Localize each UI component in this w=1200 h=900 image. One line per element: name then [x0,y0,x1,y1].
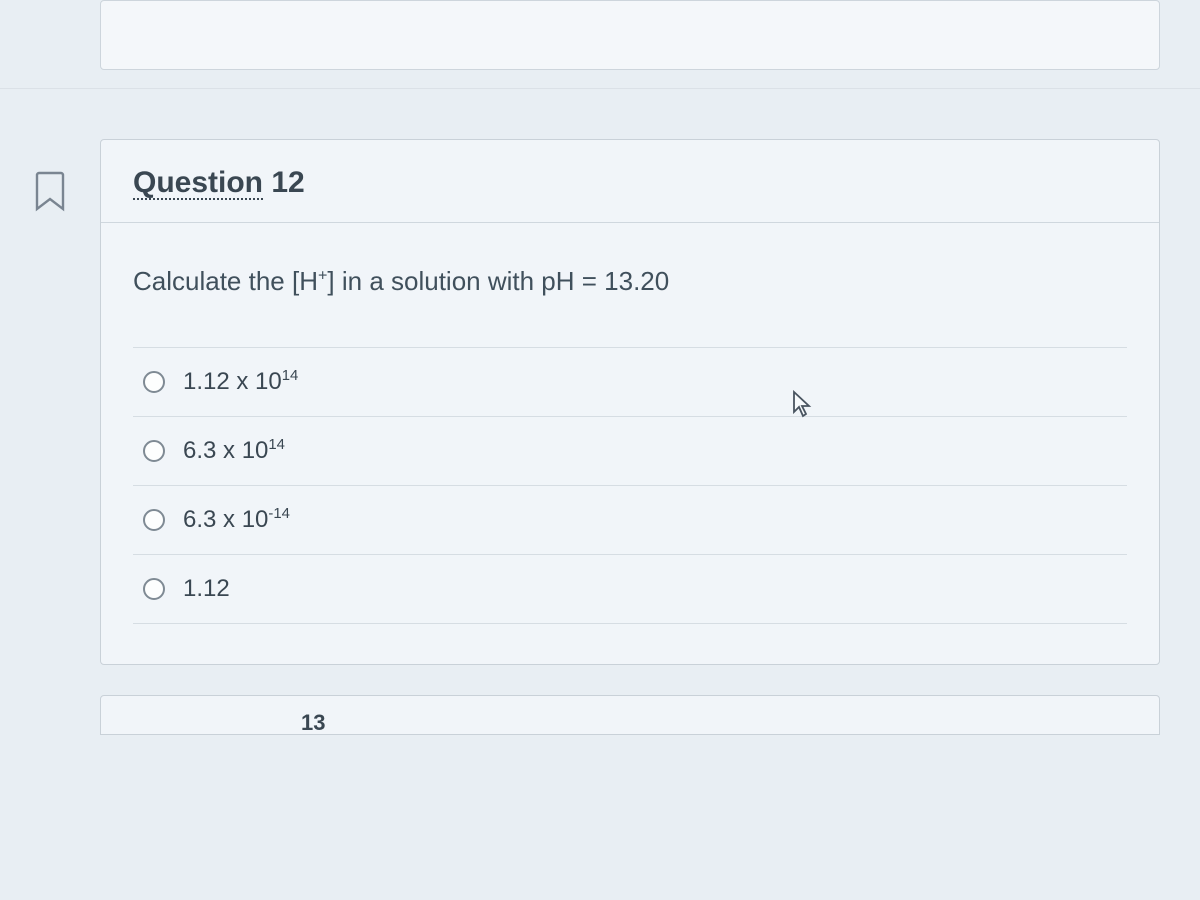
question-number: 12 [271,166,304,199]
option-row[interactable]: 1.12 [133,555,1127,624]
radio-icon[interactable] [143,440,165,462]
radio-icon[interactable] [143,578,165,600]
divider [0,88,1200,89]
option-row[interactable]: 6.3 x 1014 [133,417,1127,486]
option-label: 1.12 x 1014 [183,368,298,396]
radio-icon[interactable] [143,371,165,393]
option-row[interactable]: 6.3 x 10-14 [133,486,1127,555]
previous-question-card [100,0,1160,70]
question-word: Question [133,166,263,199]
option-row[interactable]: 1.12 x 1014 [133,348,1127,417]
option-label: 6.3 x 1014 [183,437,285,465]
radio-icon[interactable] [143,509,165,531]
next-question-card: 13 [100,695,1160,735]
question-prompt: Calculate the [H+] in a solution with pH… [133,263,1127,301]
question-title: Question 12 [133,166,1127,200]
option-label: 6.3 x 10-14 [183,506,290,534]
question-card: Question 12 Calculate the [H+] in a solu… [100,139,1160,665]
next-question-partial: 13 [301,710,325,735]
bookmark-column [0,139,100,665]
bookmark-icon[interactable] [32,169,68,213]
options-list: 1.12 x 1014 6.3 x 1014 6.3 x 10-14 [133,347,1127,624]
cursor-icon [790,390,812,418]
option-label: 1.12 [183,575,230,603]
question-header: Question 12 [101,140,1159,223]
question-body: Calculate the [H+] in a solution with pH… [101,223,1159,664]
